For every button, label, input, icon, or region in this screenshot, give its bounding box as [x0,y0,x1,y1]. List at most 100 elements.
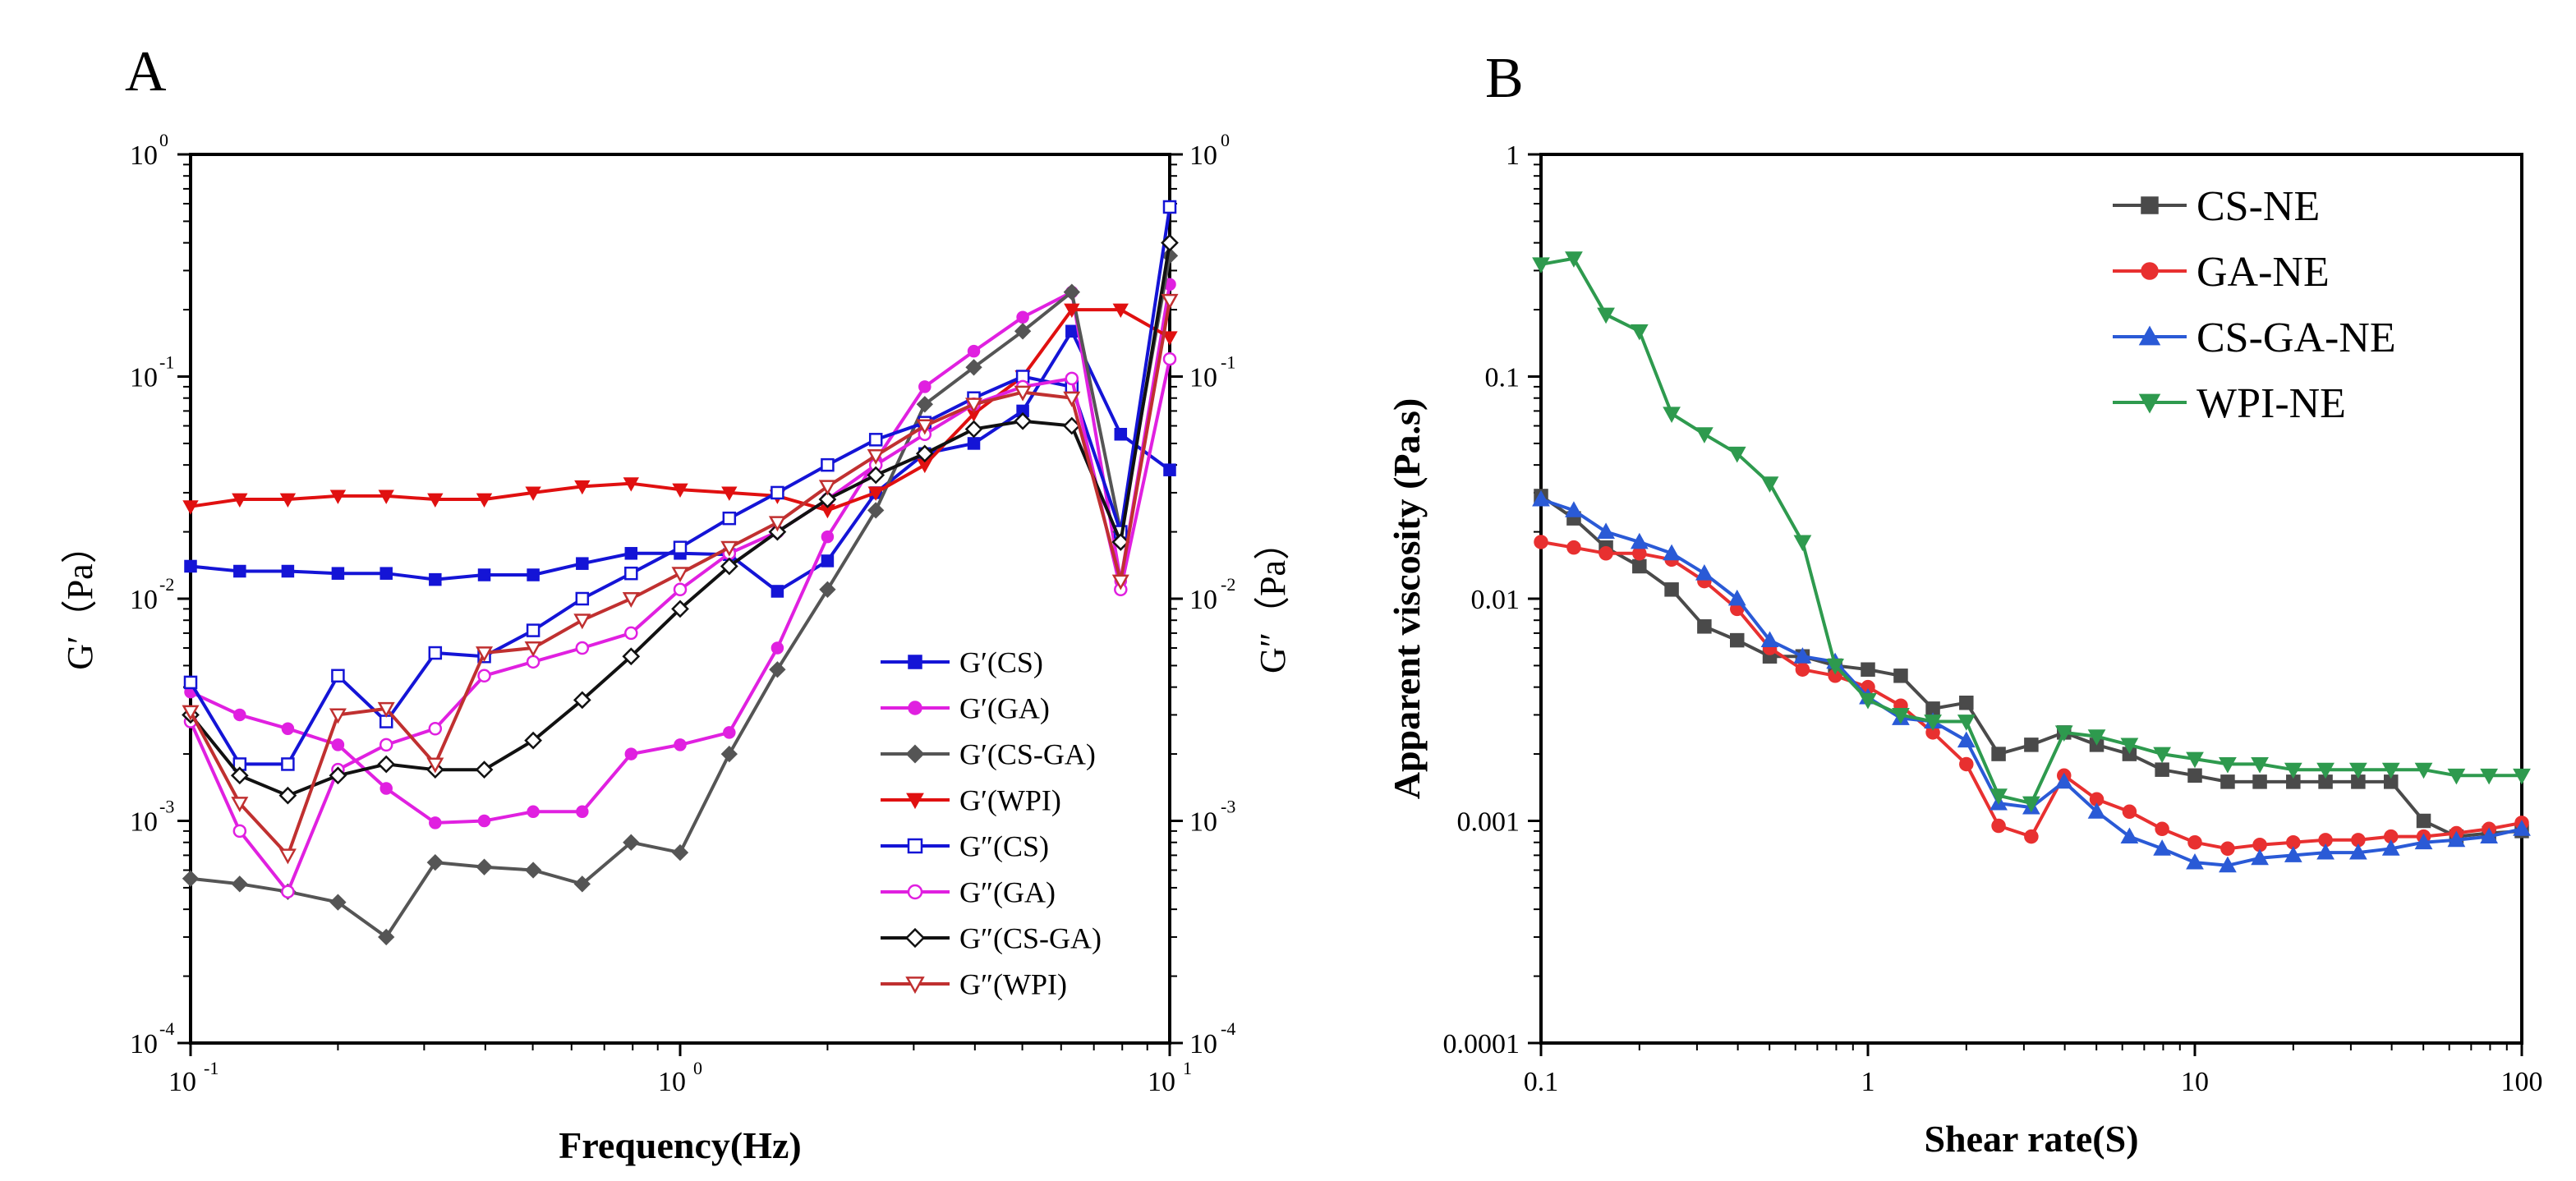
data-point-g-cs-ga [1062,416,1081,435]
data-point-g-wpi [574,480,591,495]
data-point-cs-ga-ne [2120,827,2139,844]
data-point-g-wpi [232,493,248,508]
data-point-cs-ne [1861,662,1875,677]
data-point-g-cs-ga [182,870,200,887]
data-point-cs-ga-ne [2414,833,2433,850]
data-point-g-cs [868,433,883,447]
data-point-g-cs-ga [1014,323,1032,340]
data-point-g-cs-ga [329,894,347,911]
data-point-wpi-ne [1990,788,2008,805]
data-point-g-wpi [476,646,494,663]
y-tick-label: 0.1 [1485,363,1520,393]
x-tick-label: 100 [2501,1067,2543,1097]
data-point-g-ga [575,641,590,655]
series-line-cs-ne [1539,494,2523,839]
data-point-cs-ga-ne [2513,820,2531,836]
panel-letter-b: B [1485,47,1524,110]
data-point-g-cs-ga [524,862,542,879]
legend-a: G′(CS) G′(GA) G′(CS-GA) G′(WPI) G″(CS) G″(GA)… [881,646,1102,1001]
data-point-ga-ne [1959,756,1974,772]
data-point-ga-ne [1598,546,1613,561]
data-point-g-cs-ga [671,843,689,862]
data-point-g-cs [821,554,835,568]
data-point-g-wpi [1014,385,1032,402]
data-point-g-cs-ga [769,661,786,678]
data-point-g-cs-ga [720,745,738,763]
legend-marker-g-cs [908,655,922,669]
data-point-g-ga [331,738,345,751]
data-point-wpi-ne [2153,747,2172,764]
data-point-g-wpi [622,592,640,608]
axes-b: 0.1 1 10 100 0.0001 0.001 0.01 0.1 1 [1443,140,2543,1097]
y-tick-label-exponent: -2 [159,574,174,595]
data-point-g-wpi [279,493,297,508]
data-point-g-wpi [329,489,347,504]
data-point-wpi-ne [2349,762,2367,779]
data-point-g-cs [576,557,589,570]
data-point-wpi-ne [2414,762,2433,779]
y-axis-title-b: Apparent viscosity (Pa.s) [1386,398,1428,800]
x-tick-label: 1 [1861,1067,1875,1097]
data-point-g-cs-ga [230,766,249,785]
data-point-g-wpi [1112,303,1129,319]
legend-marker-g-wpi [905,977,925,995]
data-point-cs-ga-ne [1532,489,1550,507]
data-point-g-cs [281,757,295,771]
data-point-wpi-ne [2284,762,2302,779]
panel-letter-a: A [125,40,167,103]
legend-label-ga-ne: GA-NE [2196,249,2330,296]
data-point-cs-ga-ne [2480,827,2499,844]
data-point-g-wpi [182,500,199,515]
data-point-g-ga [624,747,638,761]
data-point-cs-ne [1664,582,1679,597]
data-point-g-wpi [867,486,884,501]
data-point-wpi-ne [2381,762,2400,779]
data-point-g-ga [527,805,540,819]
data-point-ga-ne [2155,821,2169,837]
data-point-g-cs [1162,200,1177,214]
data-point-g-cs-ga [426,853,444,871]
y-right-tick-label: 10 [1189,807,1217,838]
y-right-tick-label: 10 [1189,1029,1217,1059]
data-point-g-wpi [671,567,689,583]
data-point-cs-ne [1697,619,1712,634]
legend-marker-wpi-ne [2138,393,2161,414]
data-point-cs-ne [1893,669,1908,683]
series-cs-ga-ne [1532,489,2531,873]
data-point-ga-ne [1534,535,1548,549]
data-point-cs-ga-ne [2186,852,2204,870]
data-point-wpi-ne [2054,725,2073,742]
legend-marker-g-ga [907,884,923,900]
x-tick-label: 10 [1148,1067,1175,1097]
data-point-wpi-ne [2087,729,2106,746]
data-point-g-ga [379,738,393,752]
data-point-cs-ga-ne [2153,839,2172,856]
data-point-g-wpi [1111,574,1129,590]
data-point-g-ga [281,885,295,898]
data-point-cs-ga-ne [2316,843,2334,860]
data-point-g-wpi [524,641,542,657]
series-g-cs-ga [182,233,1179,805]
data-point-wpi-ne [1859,692,1877,710]
y-tick-label: 10 [130,585,158,615]
x-tick-label-exponent: -1 [204,1058,218,1078]
data-point-cs-ga-ne [1727,589,1746,606]
panel-a: A 10 -1 10 0 10 110-410-410-310-310-210-210-1… [60,40,1293,1166]
legend-label-g-wpi: G′(WPI) [959,784,1061,817]
y-tick-label-exponent: 0 [159,130,168,150]
data-point-cs-ga-ne [2349,843,2367,860]
data-point-wpi-ne [2120,738,2139,755]
data-point-g-wpi [377,701,395,718]
legend-marker-ga-ne [2141,262,2159,280]
data-point-cs-ga-ne [1597,522,1615,540]
legend-marker-g-cs-ga [904,927,926,949]
data-point-g-ga [1065,371,1079,386]
data-point-g-cs-ga [964,420,983,439]
data-point-cs-ga-ne [2284,846,2302,862]
data-point-g-cs [575,591,590,606]
data-point-g-ga [429,816,442,829]
data-point-g-cs [770,485,784,500]
data-point-cs-ne [1632,558,1647,574]
data-point-ga-ne [2187,834,2202,850]
data-point-cs-ne [2024,738,2039,752]
